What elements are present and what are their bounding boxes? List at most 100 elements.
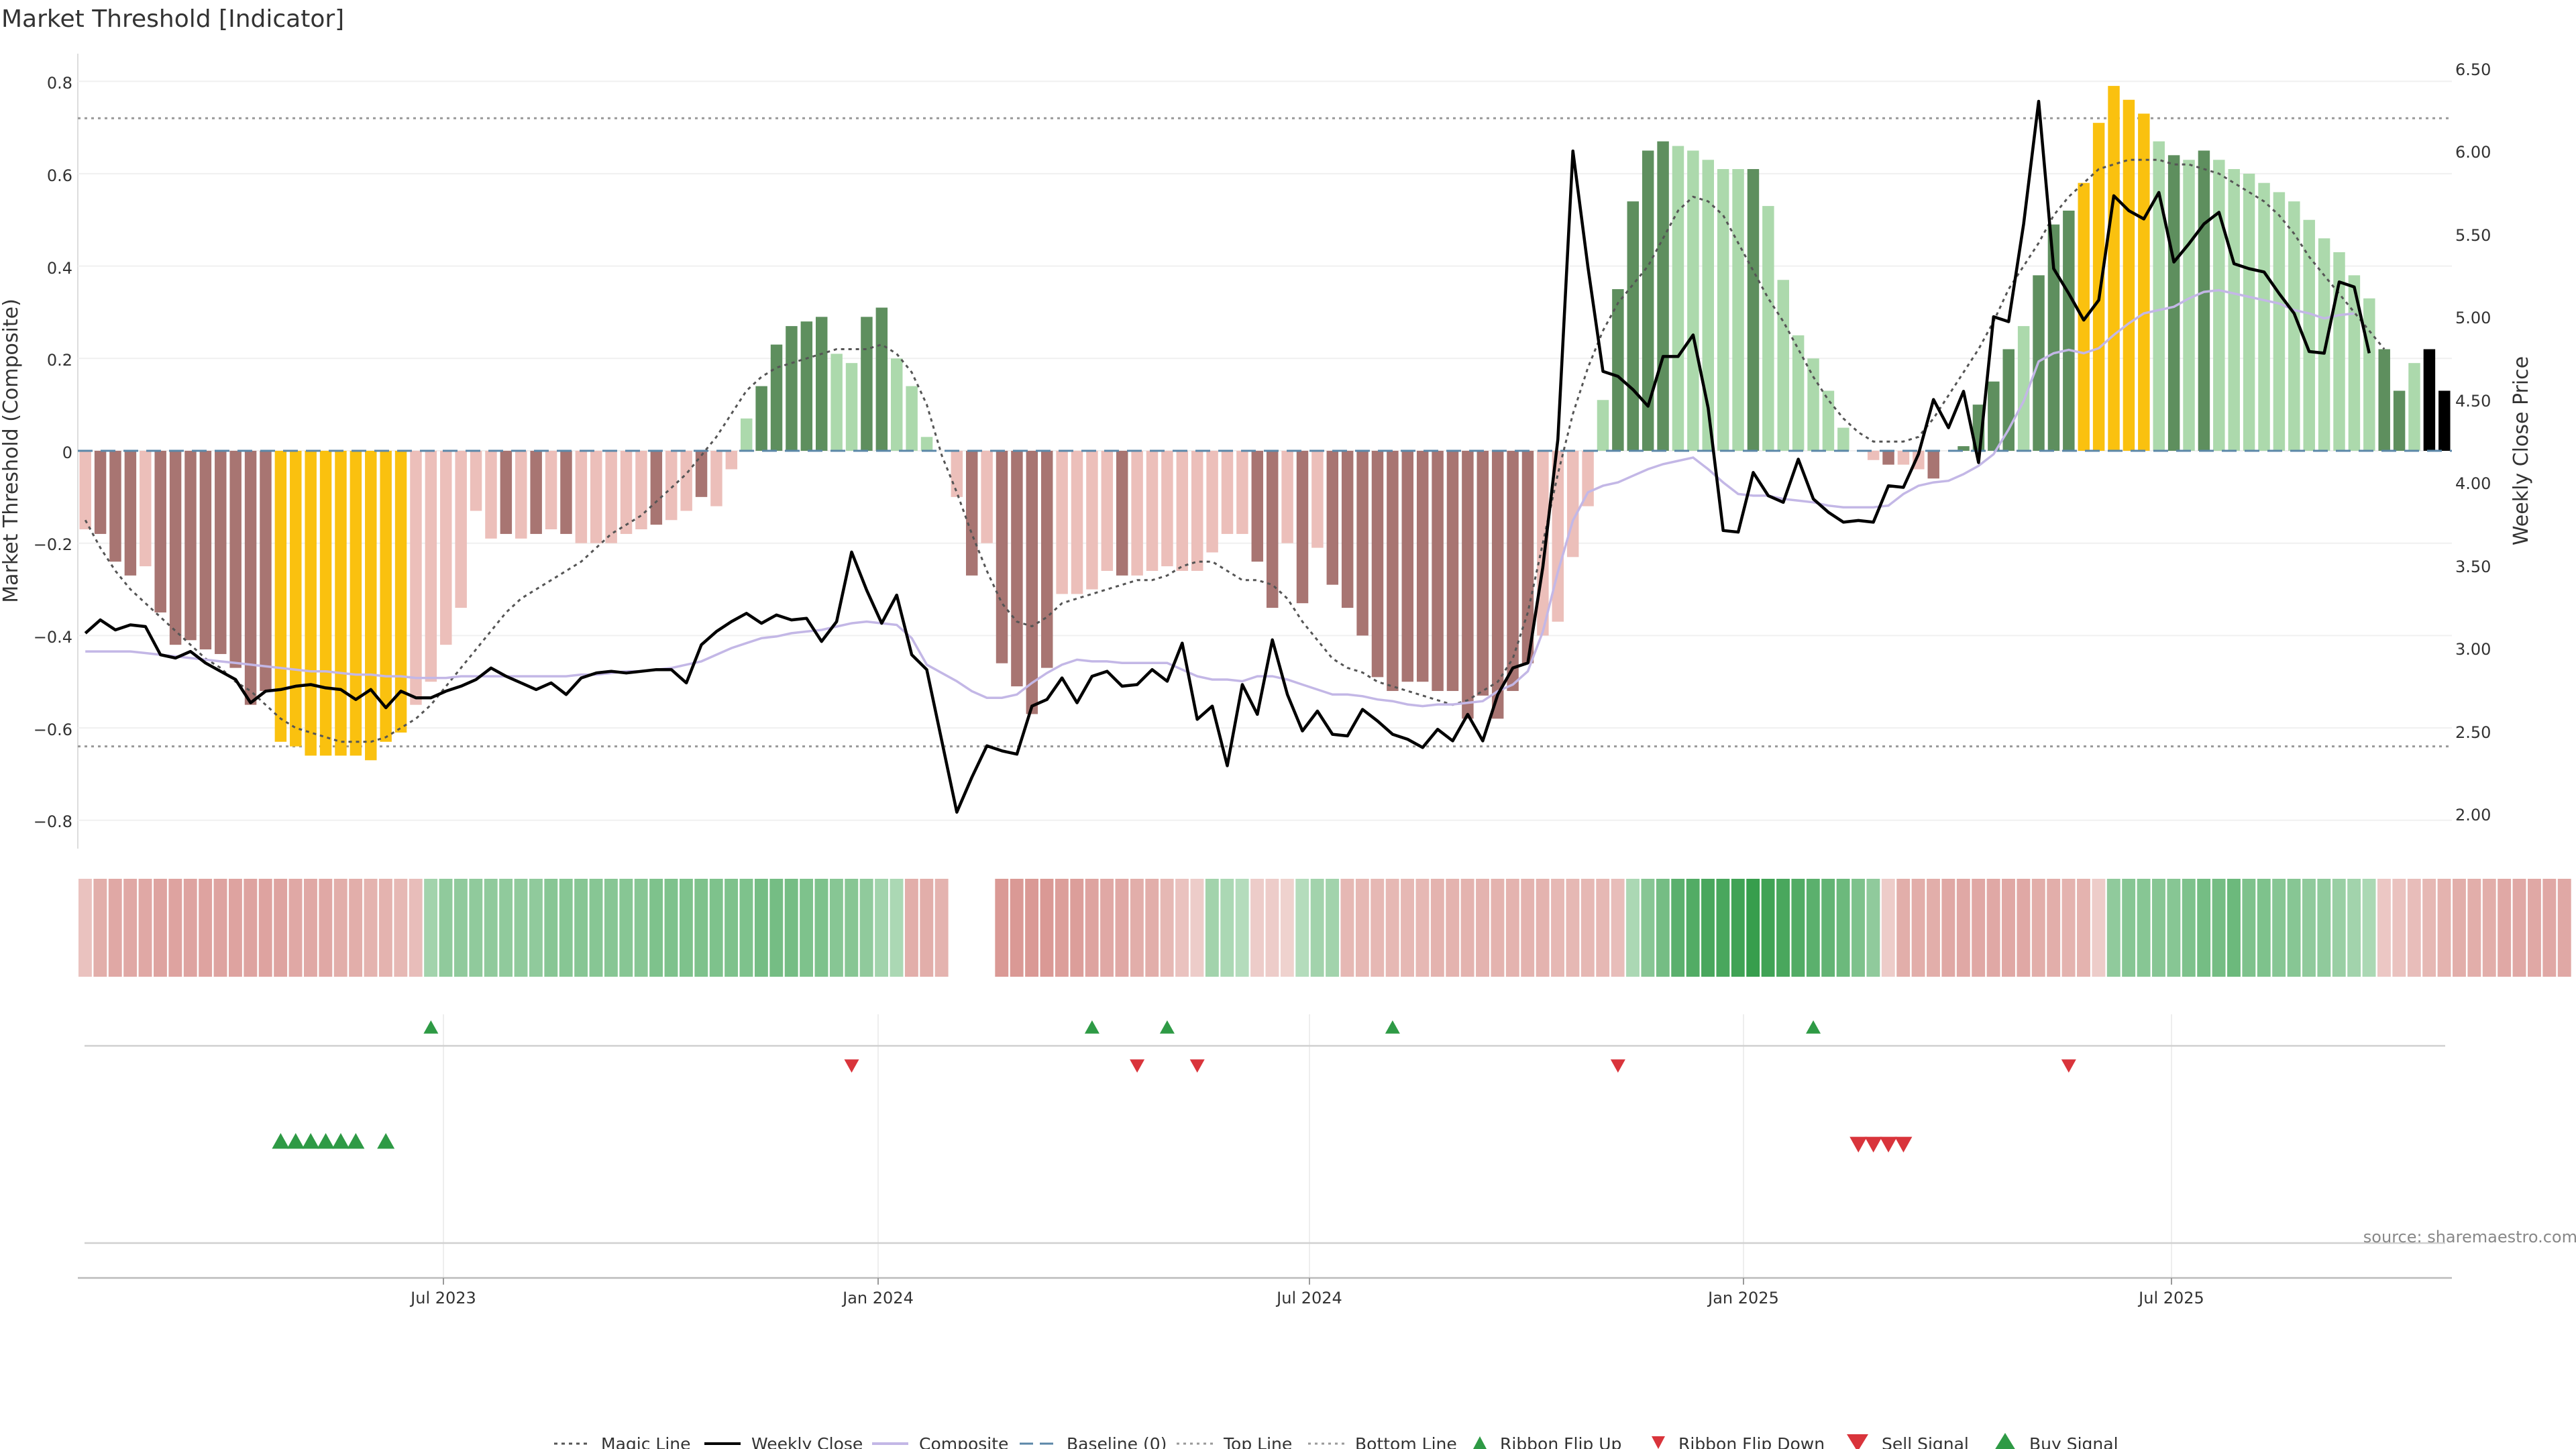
- ribbon-cell: [2377, 879, 2391, 977]
- ribbon-cell: [1791, 879, 1805, 977]
- ribbon-cell: [544, 879, 558, 977]
- ribbon-cell: [2362, 879, 2376, 977]
- x-tick-jul-2024: Jul 2024: [1275, 1289, 1342, 1307]
- composite-bar: [1056, 451, 1068, 594]
- ribbon-cell: [1460, 879, 1474, 977]
- ribbon-cell: [1776, 879, 1790, 977]
- legend-label-baseline: Baseline (0): [1067, 1434, 1167, 1449]
- ribbon-flip-down-marker: [844, 1059, 859, 1073]
- ribbon-cell: [1476, 879, 1489, 977]
- composite-bar: [244, 451, 257, 705]
- composite-bar: [1792, 335, 1805, 451]
- sell-signal-marker: [1894, 1136, 1913, 1152]
- composite-bar: [1867, 451, 1880, 460]
- buy-signal-marker: [317, 1133, 335, 1149]
- ribbon-cell: [2467, 879, 2481, 977]
- ribbon-cell: [93, 879, 107, 977]
- legend-triangle-down-icon: [1652, 1436, 1665, 1449]
- x-tick-jan-2025: Jan 2025: [1707, 1289, 1779, 1307]
- ribbon-cell: [1866, 879, 1880, 977]
- ribbon-cell: [859, 879, 873, 977]
- legend-item-ribbon-flip-up: Ribbon Flip Up: [1473, 1434, 1621, 1449]
- composite-bar: [2363, 298, 2375, 451]
- ribbon-flip-up-marker: [1385, 1020, 1400, 1034]
- ribbon-flip-down-marker: [1130, 1059, 1145, 1073]
- left-tick-neg-0.6: −0.6: [34, 720, 72, 739]
- composite-bar: [1266, 451, 1279, 608]
- ribbon-cell: [1205, 879, 1219, 977]
- ribbon-cell: [1716, 879, 1730, 977]
- ribbon-flip-down-marker: [2061, 1059, 2076, 1073]
- composite-bar: [560, 451, 572, 534]
- sell-signal-marker: [1864, 1136, 1882, 1152]
- ribbon-cell: [1446, 879, 1460, 977]
- ribbon-cell: [529, 879, 543, 977]
- ribbon-cell: [1731, 879, 1745, 977]
- composite-bar: [215, 451, 227, 654]
- ribbon-cell: [890, 879, 904, 977]
- ribbon-cell: [754, 879, 768, 977]
- composite-bar: [319, 451, 332, 756]
- ribbon-cell: [409, 879, 423, 977]
- ribbon-cell: [1806, 879, 1820, 977]
- ribbon-cell: [303, 879, 317, 977]
- composite-bar: [455, 451, 467, 608]
- composite-bar: [2438, 390, 2451, 451]
- ribbon-flip-up-marker: [423, 1020, 439, 1034]
- ribbon-cell: [1521, 879, 1535, 977]
- legend-buy-triangle-icon: [1995, 1433, 2015, 1449]
- threshold-ribbon: [78, 879, 2571, 977]
- left-tick-0.4: 0.4: [47, 259, 72, 278]
- ribbon-cell: [649, 879, 663, 977]
- ribbon-cell: [2557, 879, 2571, 977]
- composite-bar: [1477, 451, 1489, 696]
- ribbon-cell: [2453, 879, 2466, 977]
- composite-bar: [2092, 123, 2105, 451]
- composite-bar: [1371, 451, 1384, 678]
- x-tick-jul-2023: Jul 2023: [409, 1289, 476, 1307]
- composite-bar: [2183, 160, 2195, 451]
- ribbon-cell: [2212, 879, 2226, 977]
- composite-bar: [1657, 141, 1669, 451]
- right-tick-4.00: 4.00: [2455, 474, 2491, 493]
- composite-bar: [2123, 99, 2135, 451]
- legend-item-sell-signal: Sell Signal: [1847, 1434, 1969, 1449]
- composite-bar: [229, 451, 241, 668]
- ribbon-cell: [2031, 879, 2045, 977]
- composite-bar: [590, 451, 602, 543]
- composite-bar: [2213, 160, 2225, 451]
- left-axis-title: Market Threshold (Composite): [0, 299, 23, 603]
- right-tick-3.50: 3.50: [2455, 557, 2491, 576]
- ribbon-cell: [1115, 879, 1129, 977]
- ribbon-cell: [2498, 879, 2512, 977]
- ribbon-cell: [1415, 879, 1430, 977]
- composite-bar: [1432, 451, 1444, 692]
- ribbon-cell: [845, 879, 859, 977]
- composite-bar: [1281, 451, 1293, 543]
- composite-bar: [1807, 358, 1819, 451]
- ribbon-cell: [394, 879, 408, 977]
- composite-bar: [861, 317, 873, 451]
- composite-bar: [1597, 400, 1609, 451]
- ribbon-cell: [274, 879, 288, 977]
- x-tick-jan-2024: Jan 2024: [841, 1289, 914, 1307]
- composite-bar: [350, 451, 362, 756]
- left-tick-0: 0: [62, 443, 72, 462]
- composite-bar: [2063, 210, 2075, 451]
- right-tick-2.50: 2.50: [2455, 723, 2491, 742]
- composite-bar: [1071, 451, 1083, 594]
- ribbon-cell: [2077, 879, 2090, 977]
- sell-signal-marker: [1849, 1136, 1868, 1152]
- ribbon-cell: [709, 879, 723, 977]
- ribbon-cell: [1836, 879, 1850, 977]
- ribbon-cell: [694, 879, 708, 977]
- ribbon-cell: [2061, 879, 2076, 977]
- ribbon-cell: [2002, 879, 2015, 977]
- ribbon-cell: [469, 879, 483, 977]
- composite-bar: [1491, 451, 1504, 719]
- ribbon-cell: [1326, 879, 1339, 977]
- composite-bar: [1837, 427, 1849, 451]
- composite-bar: [1927, 451, 1939, 479]
- ribbon-cell: [2106, 879, 2121, 977]
- ribbon-cell: [920, 879, 934, 977]
